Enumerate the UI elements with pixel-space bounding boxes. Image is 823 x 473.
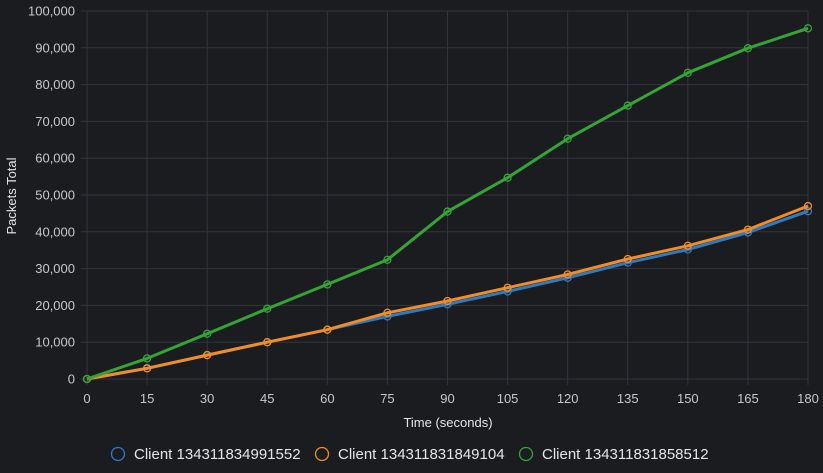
y-tick-label: 0 xyxy=(68,372,75,387)
y-axis-ticks: 0 10,000 20,000 30,000 40,000 50,000 60,000 70,… xyxy=(28,4,75,387)
legend-label: Client 134311831858512 xyxy=(542,446,709,463)
legend-label: Client 134311834991552 xyxy=(134,446,301,463)
data-point xyxy=(263,338,272,347)
y-tick-label: 80,000 xyxy=(35,77,75,92)
x-tick-label: 45 xyxy=(260,391,274,406)
data-point xyxy=(203,329,212,338)
data-point xyxy=(383,255,392,264)
y-tick-label: 90,000 xyxy=(35,40,75,55)
x-axis-title: Time (seconds) xyxy=(403,415,492,430)
legend-item[interactable]: Client 134311834991552 xyxy=(110,446,301,463)
y-tick-label: 20,000 xyxy=(35,298,75,313)
y-tick-label: 70,000 xyxy=(35,114,75,129)
data-point xyxy=(563,134,572,143)
x-tick-label: 90 xyxy=(440,391,454,406)
data-point xyxy=(82,374,92,384)
data-point xyxy=(683,241,692,250)
x-tick-label: 150 xyxy=(677,391,699,406)
data-point xyxy=(623,101,632,110)
x-tick-label: 15 xyxy=(140,391,154,406)
x-tick-label: 165 xyxy=(737,391,759,406)
data-point xyxy=(803,201,813,211)
data-point xyxy=(443,207,452,216)
legend-item[interactable]: Client 134311831858512 xyxy=(518,446,709,463)
data-point xyxy=(142,354,152,363)
series-line xyxy=(86,204,809,381)
series-2 xyxy=(82,201,813,384)
y-axis-title: Packets Total xyxy=(4,157,19,234)
x-tick-label: 120 xyxy=(557,391,579,406)
y-tick-label: 60,000 xyxy=(35,151,75,166)
x-tick-label: 105 xyxy=(497,391,519,406)
series-line xyxy=(86,26,809,381)
data-point xyxy=(203,350,212,360)
legend-label: Client 134311831849104 xyxy=(338,446,505,463)
data-point xyxy=(743,44,753,53)
x-axis-ticks: 0 15 30 45 60 75 90 105 120 135 150 165 180 xyxy=(83,391,818,406)
legend-marker xyxy=(110,446,126,462)
legend-marker xyxy=(518,446,534,462)
series-lines xyxy=(82,24,813,384)
legend: Client 134311834991552 Client 13431183184… xyxy=(110,446,709,463)
data-point xyxy=(563,270,572,279)
x-tick-label: 30 xyxy=(200,391,214,406)
legend-item[interactable]: Client 134311831849104 xyxy=(314,446,505,463)
y-tick-label: 10,000 xyxy=(35,335,75,350)
x-tick-label: 135 xyxy=(617,391,639,406)
data-point xyxy=(743,225,753,234)
y-tick-label: 100,000 xyxy=(28,4,75,19)
data-point xyxy=(142,364,152,373)
legend-marker xyxy=(314,446,330,462)
data-point xyxy=(503,283,512,292)
data-point xyxy=(383,308,392,317)
y-tick-label: 40,000 xyxy=(35,224,75,239)
y-tick-label: 50,000 xyxy=(35,188,75,203)
data-point xyxy=(443,296,452,306)
x-tick-label: 180 xyxy=(797,391,819,406)
x-tick-label: 0 xyxy=(83,391,90,406)
series-3 xyxy=(82,24,813,384)
data-point xyxy=(683,68,692,77)
data-point xyxy=(803,24,813,33)
data-point xyxy=(503,173,512,182)
grid-lines xyxy=(81,10,809,385)
x-tick-label: 75 xyxy=(380,391,394,406)
data-point xyxy=(323,280,332,289)
data-point xyxy=(803,207,813,216)
data-point xyxy=(623,254,632,264)
data-point xyxy=(263,304,272,313)
x-tick-label: 60 xyxy=(320,391,334,406)
y-tick-label: 30,000 xyxy=(35,261,75,276)
data-point xyxy=(323,325,332,334)
